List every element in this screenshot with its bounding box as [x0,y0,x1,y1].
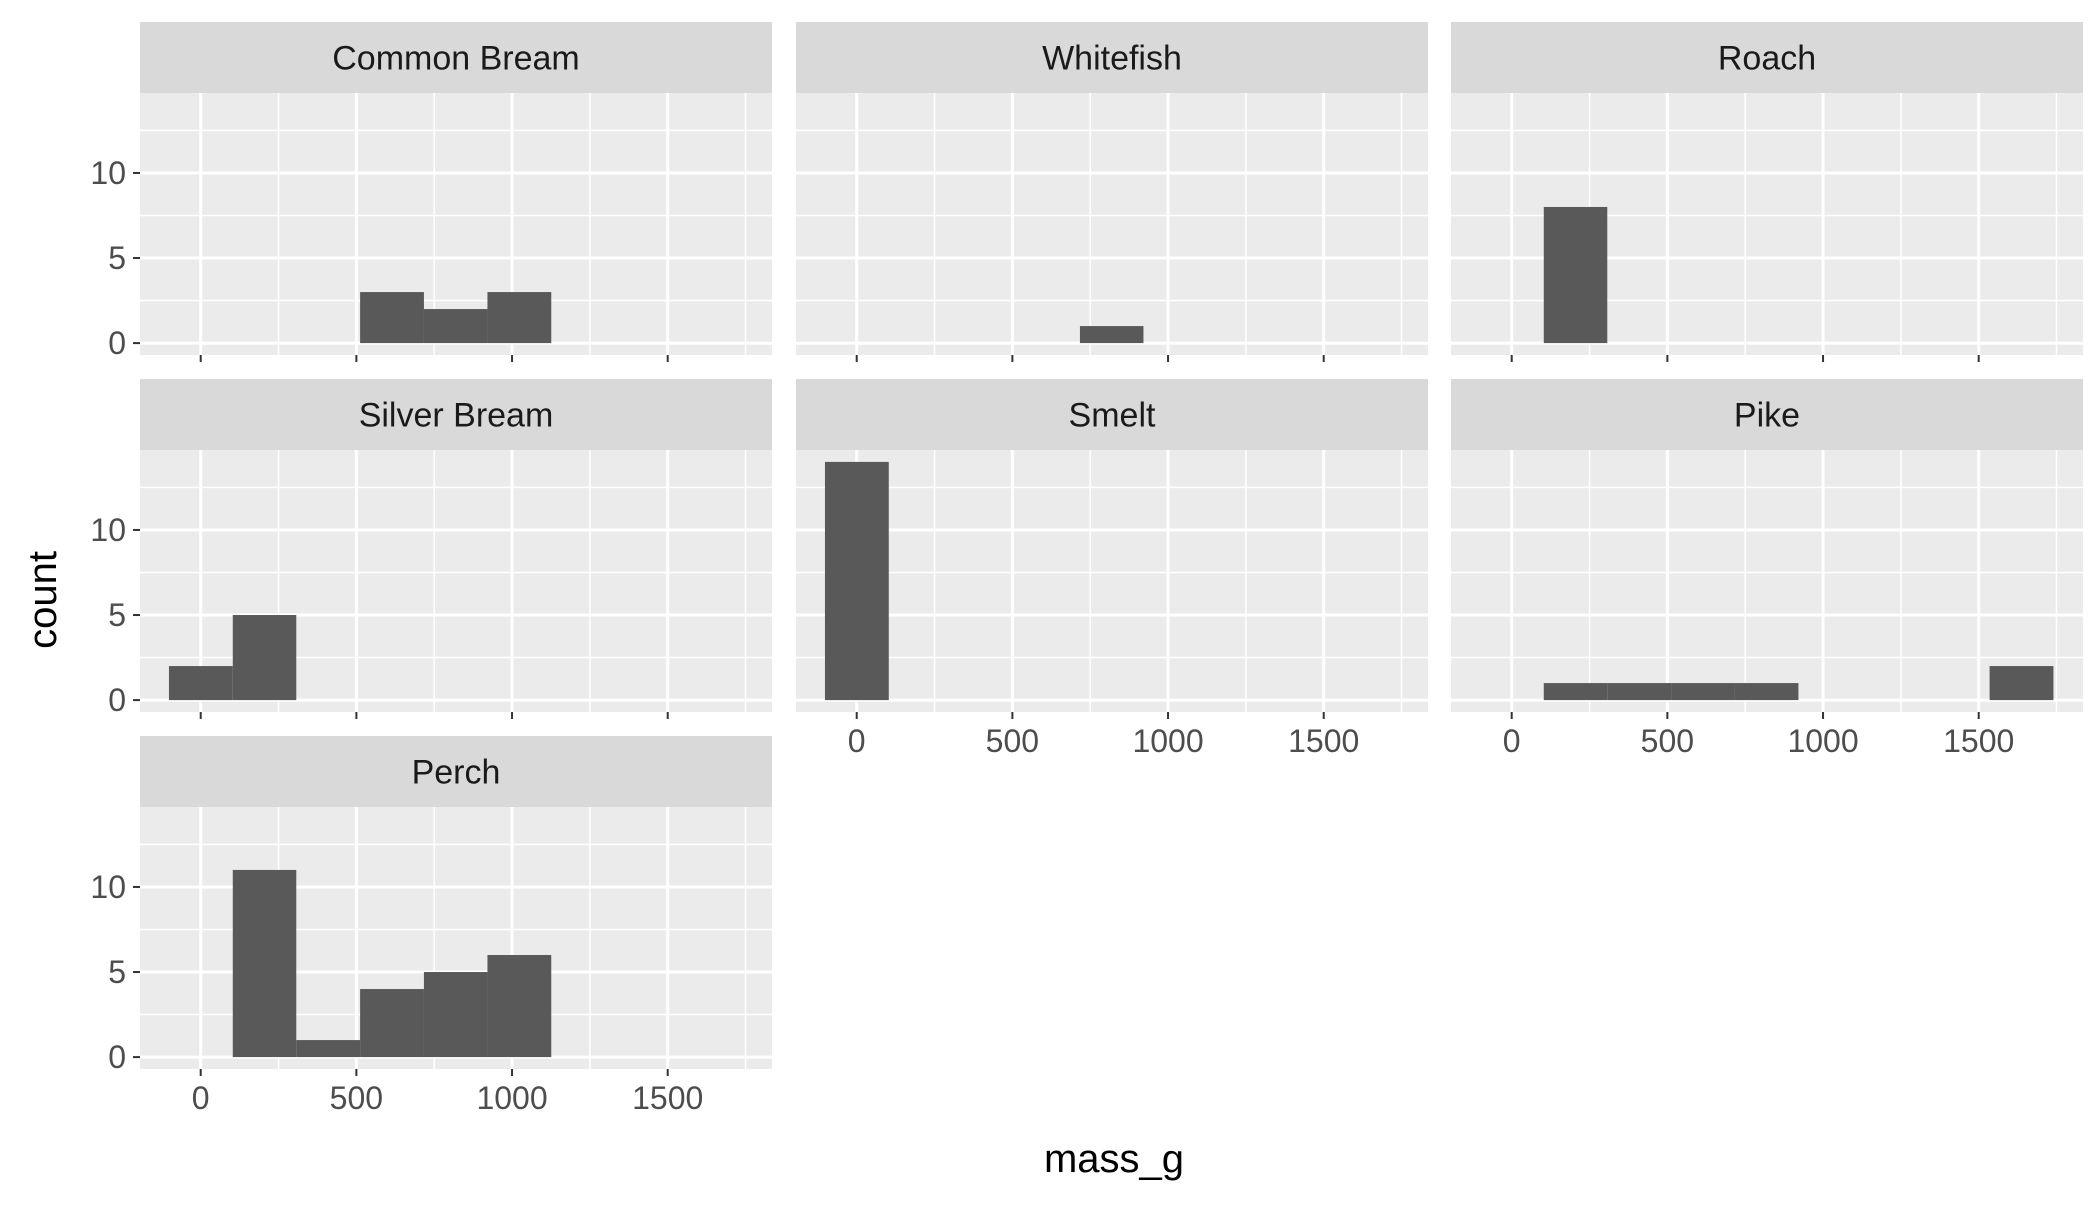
x-tick-label: 1000 [1132,723,1203,759]
y-tick-label: 0 [108,1039,126,1075]
y-tick-label: 5 [108,597,126,633]
facet-panel: Smelt 0 500 1000 1500 [796,379,1428,759]
facet-strip-label: Perch [412,754,501,792]
facet-strip-label: Silver Bream [359,397,554,435]
x-tick-label: 1500 [632,1080,703,1116]
y-tick-label: 5 [108,240,126,276]
histogram-bar [232,869,297,1058]
x-tick-label: 0 [848,723,866,759]
facet-strip [140,22,772,93]
y-tick-label: 0 [108,682,126,718]
facet-panel: Common Bream 0 5 10 [90,22,772,362]
histogram-bar [1734,683,1799,701]
facet-strip [796,22,1428,93]
x-tick-label: 0 [192,1080,210,1116]
histogram-bar [360,292,424,344]
x-tick-label: 1500 [1943,723,2014,759]
x-tick-label: 500 [1641,723,1694,759]
histogram-bar [1607,683,1672,701]
facet-panel: Perch 0 5 10 0 500 1000 1500 [90,736,772,1116]
histogram-bar [1543,206,1608,344]
histogram-bar [232,615,297,701]
y-tick-label: 0 [108,325,126,361]
x-tick-label: 1500 [1288,723,1359,759]
y-tick-label: 10 [90,869,126,905]
facet-panel: Pike 0 500 1000 1500 [1451,379,2083,759]
histogram-bar [1671,683,1735,701]
y-tick-label: 10 [90,512,126,548]
x-tick-label: 1000 [1787,723,1858,759]
panels-layer: Common Bream 0 5 10 Whitefish Roach Silver Bre… [90,22,2083,1116]
histogram-bar [487,955,552,1058]
histogram-bar [824,461,889,701]
x-tick-label: 1000 [476,1080,547,1116]
histogram-bar [296,1040,361,1058]
histogram-bar [423,309,488,344]
facet-strip [1451,379,2083,450]
facet-strip [796,379,1428,450]
histogram-bar [487,292,552,344]
histogram-bar [360,989,424,1058]
histogram-bar [1543,683,1608,701]
histogram-bar [1989,666,2054,701]
histogram-bar [1079,326,1144,344]
histogram-bar [168,666,233,701]
facet-strip [140,379,772,450]
facet-strip-label: Common Bream [332,40,580,78]
facet-strip-label: Smelt [1069,397,1156,435]
facet-strip-label: Roach [1718,40,1816,78]
x-axis-title: mass_g [1044,1137,1184,1181]
panel-background [796,93,1428,355]
facet-strip [1451,22,2083,93]
facet-strip [140,736,772,807]
y-tick-label: 10 [90,155,126,191]
facet-panel: Silver Bream 0 5 10 [90,379,772,719]
x-tick-label: 500 [330,1080,383,1116]
panel-background [796,450,1428,712]
facet-strip-label: Whitefish [1042,40,1182,78]
facet-strip-label: Pike [1734,397,1800,435]
panel-background [1451,450,2083,712]
x-tick-label: 500 [986,723,1039,759]
x-tick-label: 0 [1503,723,1521,759]
y-tick-label: 5 [108,954,126,990]
facet-panel: Whitefish [796,22,1428,362]
histogram-bar [423,972,488,1058]
y-axis-title: count [21,551,65,649]
facet-panel: Roach [1451,22,2083,362]
